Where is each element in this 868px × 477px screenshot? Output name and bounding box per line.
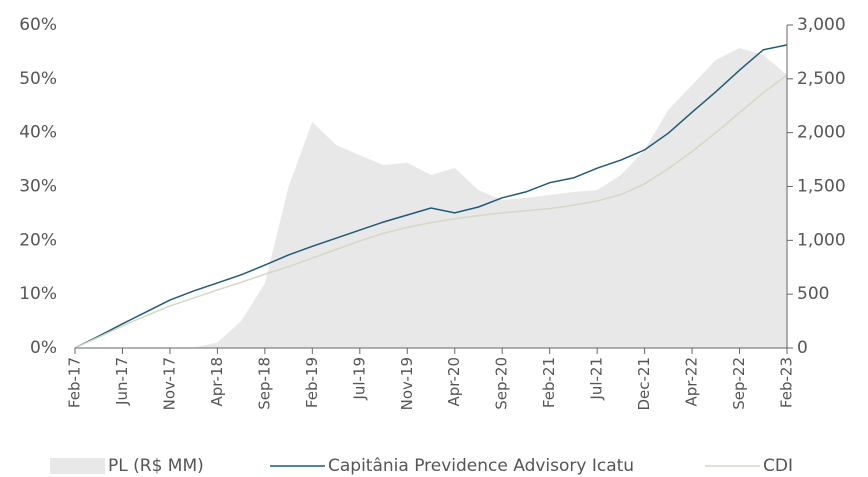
y2-tick-label: 500 — [797, 284, 829, 304]
x-tick-label: Jun-17 — [113, 357, 131, 406]
legend-label: Capitânia Previdence Advisory Icatu — [328, 456, 634, 476]
legend-swatch — [50, 458, 105, 474]
legend-label: CDI — [763, 456, 793, 476]
y-tick-label: 0% — [30, 338, 57, 358]
x-tick-label: Feb-21 — [540, 357, 558, 408]
x-tick-label: Apr-18 — [208, 357, 226, 407]
y-tick-label: 10% — [19, 284, 57, 304]
x-tick-label: Apr-22 — [683, 357, 701, 407]
x-tick-label: Feb-19 — [303, 357, 321, 408]
x-tick-label: Feb-23 — [778, 357, 796, 408]
y-tick-label: 60% — [19, 15, 57, 35]
y-tick-label: 50% — [19, 69, 57, 89]
y2-tick-label: 3,000 — [797, 15, 846, 35]
legend-label: PL (R$ MM) — [108, 456, 204, 476]
y2-tick-label: 1,000 — [797, 230, 846, 250]
x-tick-label: Dec-21 — [635, 357, 653, 411]
y-tick-label: 30% — [19, 177, 57, 197]
line — [74, 44, 788, 349]
x-tick-label: Apr-20 — [445, 357, 463, 407]
x-tick-label: Sep-20 — [493, 357, 511, 410]
y-tick-label: 20% — [19, 230, 57, 250]
y2-tick-label: 2,500 — [797, 69, 846, 89]
x-tick-label: Jul-19 — [350, 357, 368, 401]
x-tick-label: Jul-21 — [588, 357, 606, 401]
x-tick-label: Sep-22 — [730, 357, 748, 410]
y2-tick-label: 0 — [797, 338, 808, 358]
line — [74, 74, 788, 349]
y2-tick-label: 1,500 — [797, 177, 846, 197]
y2-tick-label: 2,000 — [797, 123, 846, 143]
x-tick-label: Nov-17 — [160, 357, 178, 410]
y-tick-label: 40% — [19, 123, 57, 143]
area — [75, 48, 787, 348]
x-tick-label: Feb-17 — [66, 357, 84, 408]
x-tick-label: Sep-18 — [255, 357, 273, 410]
x-tick-label: Nov-19 — [398, 357, 416, 410]
